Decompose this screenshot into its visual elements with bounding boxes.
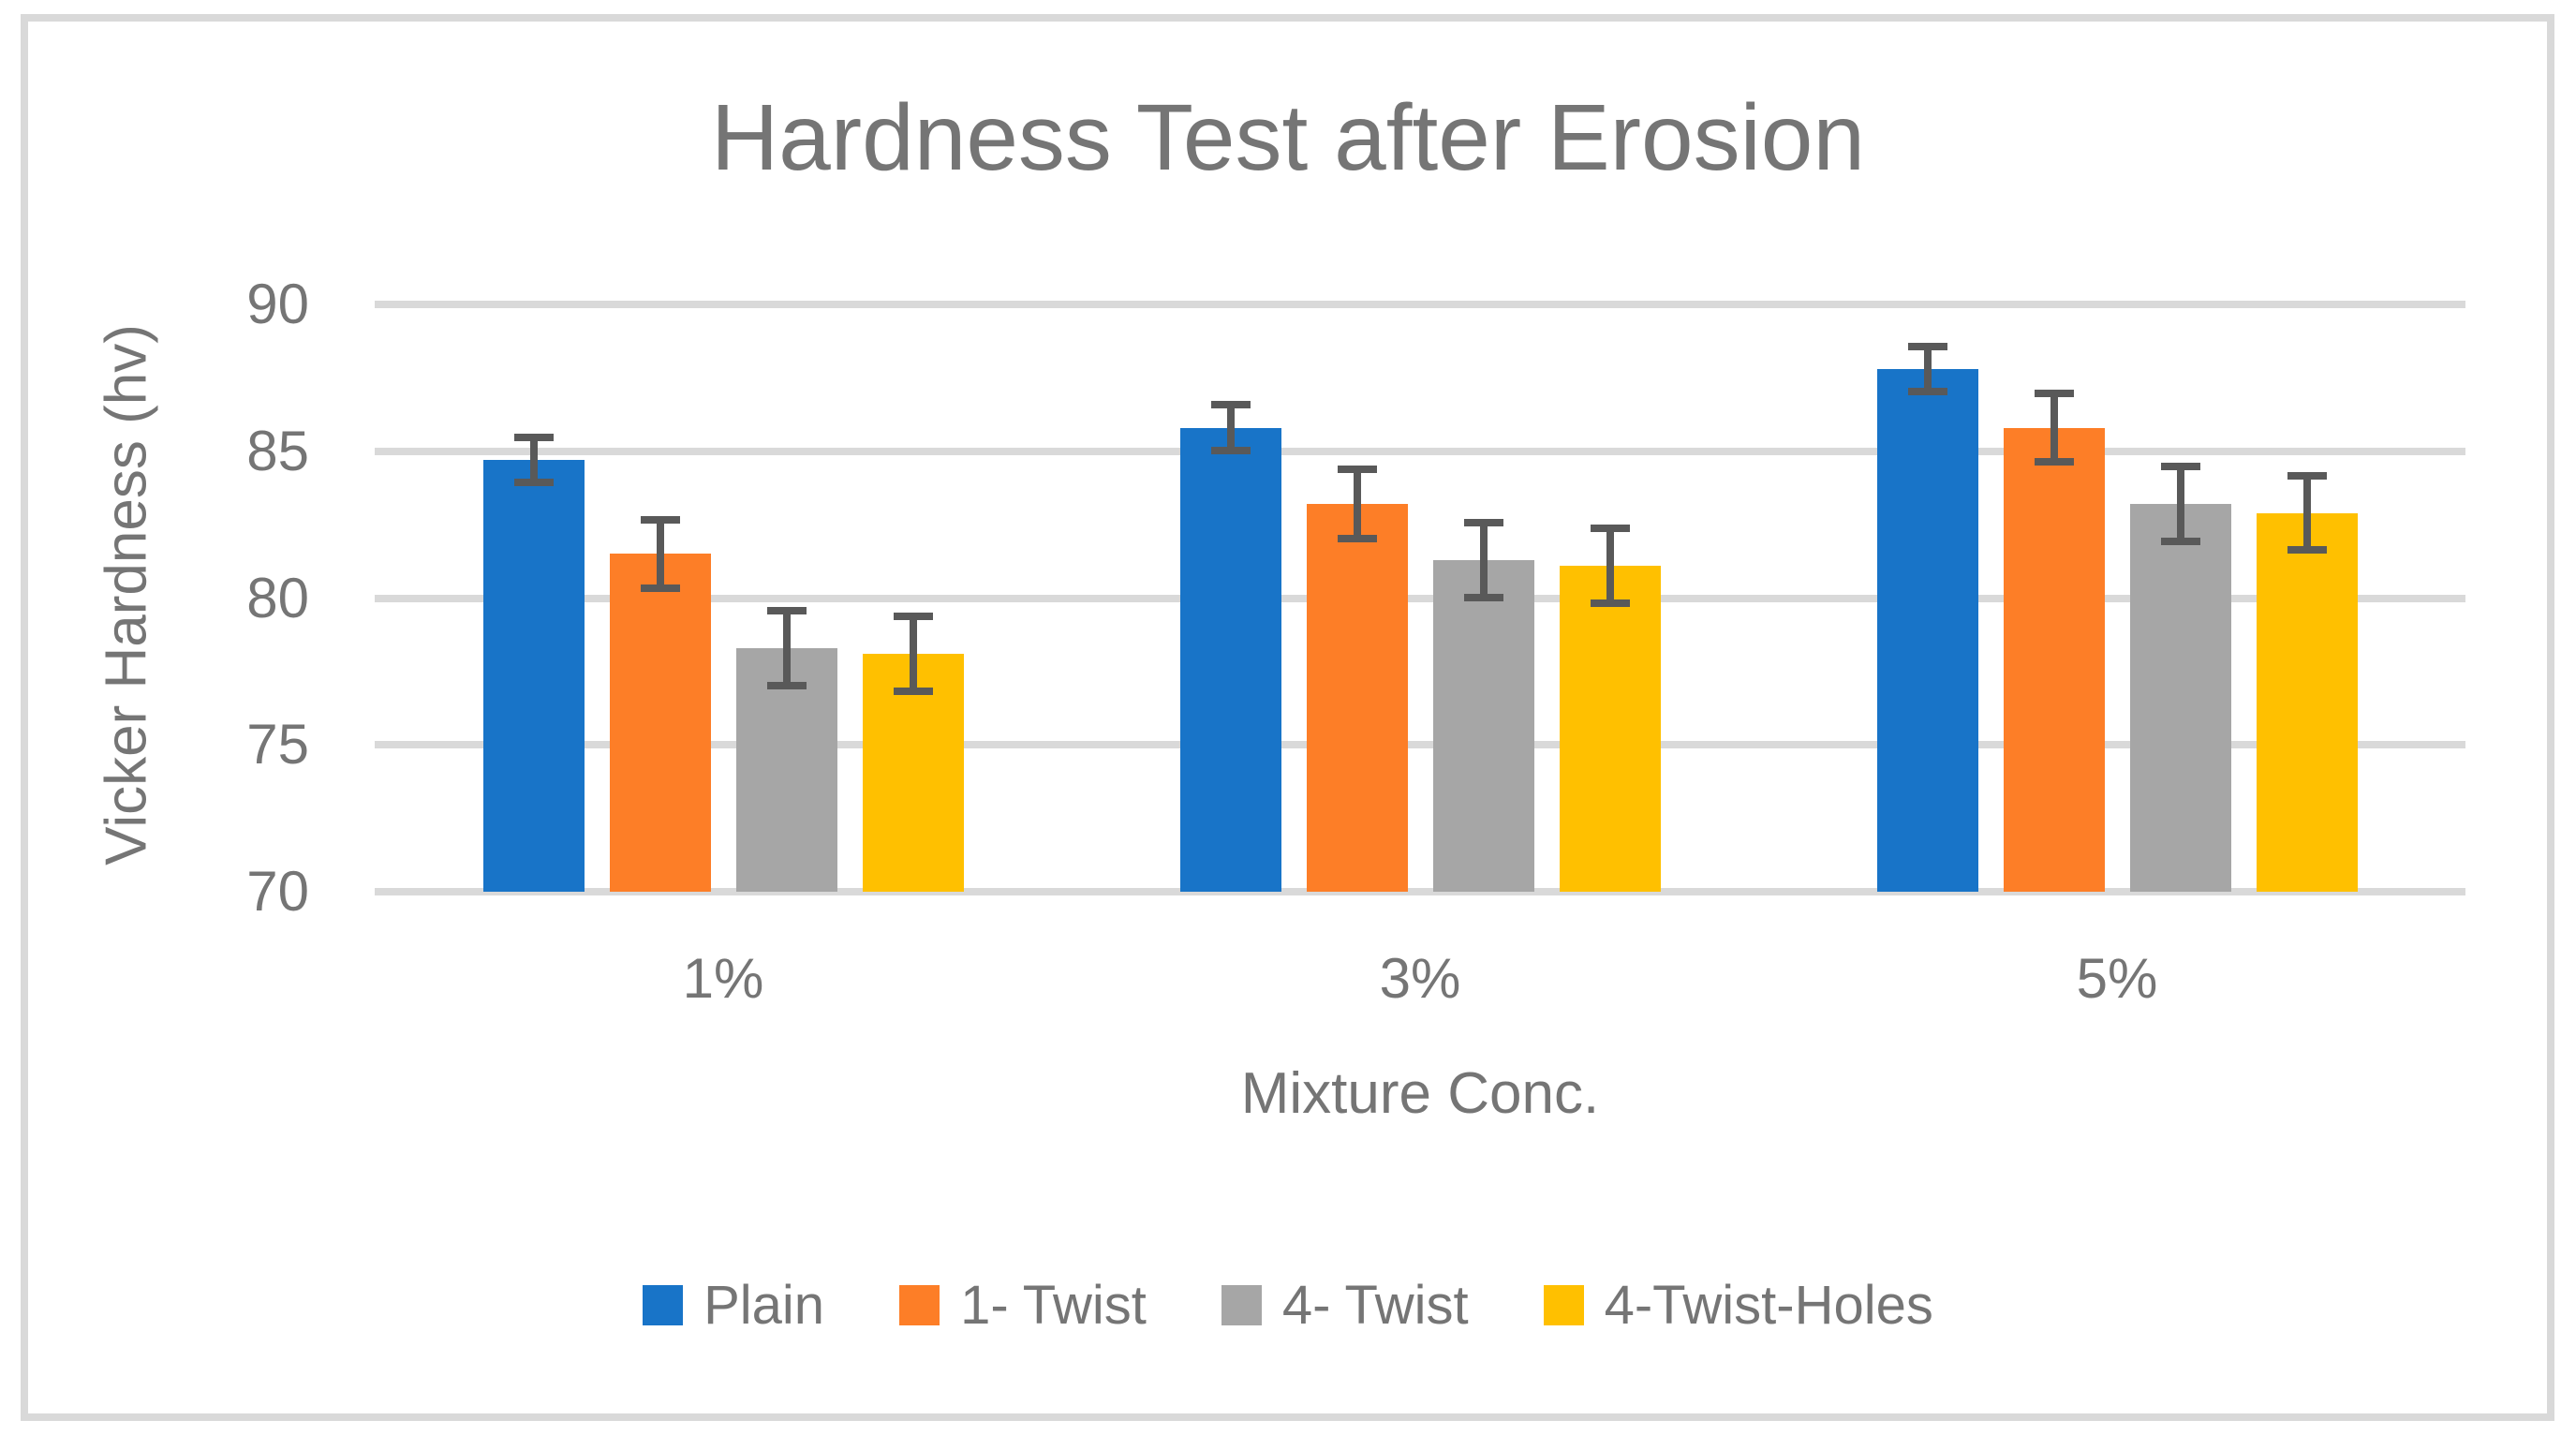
- error-bar-cap-top: [1463, 518, 1503, 526]
- x-category-label: 1%: [682, 947, 764, 1010]
- error-bar-cap-bottom: [1337, 534, 1377, 542]
- error-bar-stem: [1606, 525, 1614, 607]
- y-axis-title: Vicker Hardness (hv): [94, 324, 159, 865]
- error-bar-cap-bottom: [893, 687, 933, 695]
- legend-swatch: [643, 1285, 684, 1325]
- error-bar-cap-top: [1337, 466, 1377, 474]
- chart-title: Hardness Test after Erosion: [710, 85, 1866, 190]
- gridline: [375, 741, 2465, 749]
- bar: [2256, 512, 2358, 892]
- legend-swatch: [1543, 1285, 1584, 1325]
- error-bar-cap-bottom: [1907, 388, 1947, 396]
- error-bar-cap-top: [640, 515, 680, 524]
- legend-label: Plain: [703, 1275, 825, 1336]
- error-bar-cap-bottom: [2287, 546, 2327, 555]
- legend-swatch: [1221, 1285, 1262, 1325]
- error-bar-cap-top: [1210, 401, 1251, 409]
- x-axis-title: Mixture Conc.: [1240, 1061, 1600, 1126]
- y-tick-label: 70: [246, 860, 309, 923]
- y-tick-label: 80: [246, 566, 309, 629]
- bar: [1432, 559, 1534, 892]
- legend-item: 4- Twist: [1221, 1274, 1469, 1337]
- error-bar-cap-bottom: [2160, 538, 2200, 546]
- error-bar-cap-top: [2160, 463, 2200, 471]
- bar: [1876, 368, 1978, 892]
- error-bar-stem: [656, 515, 664, 593]
- gridline: [375, 301, 2465, 308]
- bar: [2129, 504, 2231, 892]
- error-bar-cap-bottom: [2034, 458, 2074, 466]
- legend-label: 4-Twist-Holes: [1604, 1275, 1933, 1336]
- error-bar-stem: [909, 613, 917, 695]
- y-tick-label: 75: [246, 713, 309, 777]
- error-bar-cap-bottom: [1210, 446, 1251, 454]
- error-bar-stem: [1479, 518, 1488, 601]
- bar: [482, 460, 585, 892]
- error-bar-cap-top: [893, 613, 933, 621]
- bar: [609, 554, 711, 892]
- gridline: [375, 447, 2465, 455]
- error-bar-cap-top: [1590, 525, 1630, 533]
- error-bar-cap-top: [513, 433, 554, 441]
- bar: [1559, 566, 1661, 892]
- error-bar-cap-bottom: [1590, 599, 1630, 607]
- error-bar-cap-top: [766, 606, 807, 614]
- error-bar-stem: [782, 606, 791, 689]
- legend-item: Plain: [643, 1274, 824, 1337]
- y-tick-label: 85: [246, 419, 309, 482]
- error-bar-stem: [529, 433, 538, 487]
- error-bar-cap-bottom: [513, 479, 554, 487]
- error-bar-stem: [1923, 342, 1932, 396]
- error-bar-cap-bottom: [640, 584, 680, 593]
- gridline: [375, 888, 2465, 895]
- error-bar-stem: [1226, 401, 1235, 454]
- x-category-label: 3%: [1379, 947, 1461, 1010]
- error-bar-stem: [2176, 463, 2184, 546]
- error-bar-stem: [2302, 471, 2311, 555]
- error-bar-cap-top: [2287, 471, 2327, 480]
- bar: [1179, 427, 1281, 892]
- x-category-label: 5%: [2076, 947, 2158, 1010]
- error-bar-cap-bottom: [766, 681, 807, 689]
- error-bar-cap-top: [2034, 389, 2074, 397]
- error-bar-cap-top: [1907, 342, 1947, 350]
- legend-item: 1- Twist: [899, 1274, 1147, 1337]
- bar: [2003, 427, 2105, 892]
- bar: [1306, 504, 1408, 892]
- legend-swatch: [899, 1285, 940, 1325]
- y-tick-label: 90: [246, 273, 309, 335]
- legend: Plain 1- Twist 4- Twist 4-Twist-Holes: [0, 1274, 2576, 1337]
- legend-label: 1- Twist: [960, 1275, 1147, 1336]
- gridline: [375, 594, 2465, 602]
- error-bar-stem: [1353, 466, 1361, 542]
- error-bar-cap-bottom: [1463, 593, 1503, 601]
- legend-item: 4-Twist-Holes: [1543, 1274, 1933, 1337]
- error-bar-stem: [2050, 389, 2058, 466]
- plot-area: [375, 301, 2465, 895]
- legend-label: 4- Twist: [1281, 1275, 1469, 1336]
